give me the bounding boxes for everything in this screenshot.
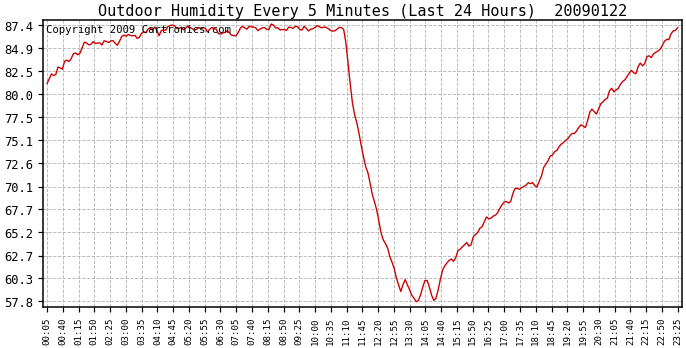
Text: Copyright 2009 Cartronics.com: Copyright 2009 Cartronics.com xyxy=(46,25,230,34)
Title: Outdoor Humidity Every 5 Minutes (Last 24 Hours)  20090122: Outdoor Humidity Every 5 Minutes (Last 2… xyxy=(97,4,626,19)
